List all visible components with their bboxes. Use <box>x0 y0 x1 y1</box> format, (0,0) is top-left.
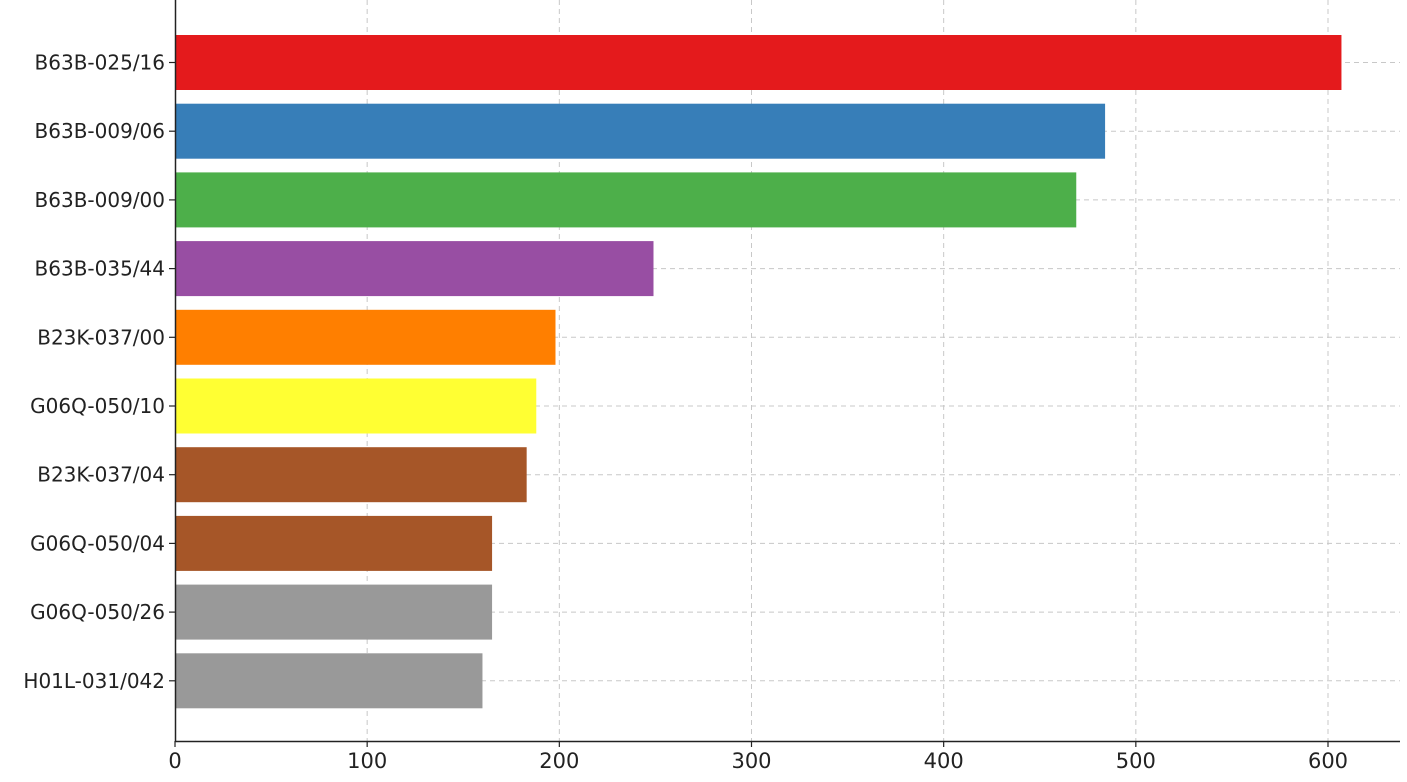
bar-b23k-037-00 <box>175 309 556 365</box>
axes <box>174 0 1400 743</box>
bar-g06q-050-04 <box>175 515 493 571</box>
y-tick-label: B63B-035/44 <box>35 257 165 281</box>
y-tick-label: B63B-009/00 <box>35 188 165 212</box>
x-tick-label: 300 <box>731 749 771 773</box>
y-tick-label: G06Q-050/26 <box>30 600 165 624</box>
x-tick-label: 400 <box>924 749 964 773</box>
x-tick-label: 500 <box>1116 749 1156 773</box>
y-tick-label: H01L-031/042 <box>23 669 165 693</box>
bar-b23k-037-04 <box>175 447 527 503</box>
y-tick-label: G06Q-050/10 <box>30 394 165 418</box>
x-tick-label: 600 <box>1308 749 1348 773</box>
bar-g06q-050-26 <box>175 584 493 640</box>
y-tick-label: B63B-009/06 <box>35 119 165 143</box>
bar-g06q-050-10 <box>175 378 537 434</box>
y-tick-label: B63B-025/16 <box>35 51 165 75</box>
x-axis-ticks: 0 100 200 300 400 500 600 <box>168 741 1348 773</box>
y-tick-label: B23K-037/04 <box>37 463 165 487</box>
y-tick-label: B23K-037/00 <box>37 325 165 349</box>
bar-b63b-009-00 <box>175 172 1077 228</box>
bar-b63b-035-44 <box>175 241 654 297</box>
bars <box>175 35 1342 709</box>
x-tick-label: 0 <box>168 749 181 773</box>
y-tick-label: G06Q-050/04 <box>30 531 165 555</box>
x-tick-label: 100 <box>347 749 387 773</box>
bar-b63b-025-16 <box>175 35 1342 90</box>
bar-b63b-009-06 <box>175 103 1106 159</box>
bar-h01l-031-042 <box>175 653 483 709</box>
y-axis-labels: B63B-025/16 B63B-009/06 B63B-009/00 B63B-03… <box>23 51 175 693</box>
x-tick-label: 200 <box>539 749 579 773</box>
